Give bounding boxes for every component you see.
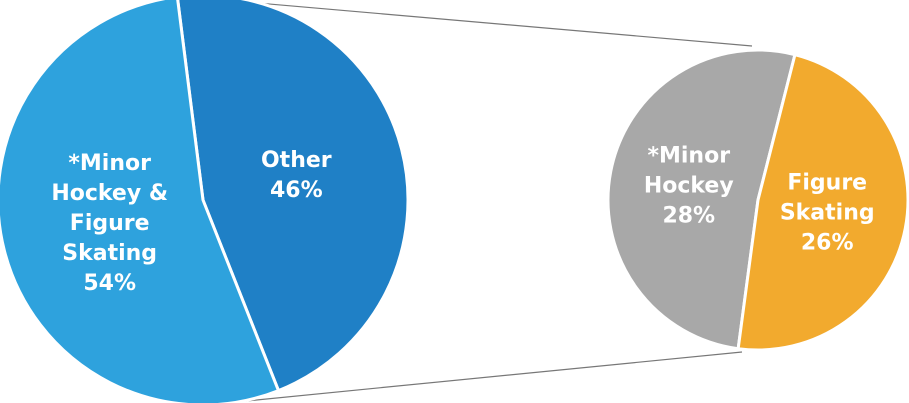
slice-value-label: 26%: [801, 230, 854, 255]
pie-slice: [736, 53, 909, 352]
slice-label-line: *Minor: [647, 144, 730, 169]
connector-line: [245, 1, 753, 47]
slice-value-label: 54%: [83, 271, 136, 296]
slice-label-line: *Minor: [68, 151, 151, 176]
slice-value-label: 46%: [270, 178, 323, 203]
pie-slice: [606, 48, 797, 351]
pie-slice: [0, 0, 280, 403]
slice-label: Other: [261, 148, 332, 173]
slice-label: Figure Skating: [780, 170, 875, 225]
slice-label-line: Hockey: [644, 174, 734, 199]
slice-label-line: Skating: [62, 241, 157, 266]
slice-label: *Minor Hockey: [644, 144, 734, 199]
slice-label-line: Figure: [787, 170, 867, 195]
slice-label-line: Other: [261, 148, 332, 173]
slice-label: *Minor Hockey & Figure Skating: [51, 151, 168, 266]
slice-label-line: Figure: [70, 211, 150, 236]
slice-value-label: 28%: [662, 204, 715, 229]
slice-label-line: Skating: [780, 200, 875, 225]
pie-slice: [176, 0, 410, 393]
slice-label-line: Hockey &: [51, 181, 168, 206]
connector-line: [245, 351, 743, 402]
